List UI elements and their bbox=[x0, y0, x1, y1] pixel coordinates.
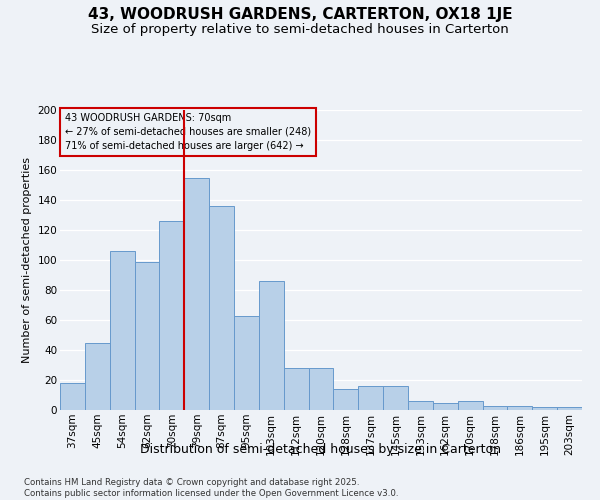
Bar bbox=[209, 206, 234, 410]
Bar bbox=[160, 221, 184, 410]
Bar bbox=[134, 262, 160, 410]
Y-axis label: Number of semi-detached properties: Number of semi-detached properties bbox=[22, 157, 32, 363]
Bar bbox=[259, 281, 284, 410]
Text: 43, WOODRUSH GARDENS, CARTERTON, OX18 1JE: 43, WOODRUSH GARDENS, CARTERTON, OX18 1J… bbox=[88, 8, 512, 22]
Bar bbox=[408, 401, 433, 410]
Bar bbox=[184, 178, 209, 410]
Bar bbox=[334, 389, 358, 410]
Bar bbox=[234, 316, 259, 410]
Bar bbox=[383, 386, 408, 410]
Bar bbox=[308, 368, 334, 410]
Bar bbox=[358, 386, 383, 410]
Bar bbox=[458, 401, 482, 410]
Bar bbox=[60, 383, 85, 410]
Bar bbox=[433, 402, 458, 410]
Text: Size of property relative to semi-detached houses in Carterton: Size of property relative to semi-detach… bbox=[91, 22, 509, 36]
Bar bbox=[284, 368, 308, 410]
Bar bbox=[110, 251, 134, 410]
Bar bbox=[85, 342, 110, 410]
Bar bbox=[482, 406, 508, 410]
Bar bbox=[557, 407, 582, 410]
Bar bbox=[508, 406, 532, 410]
Text: Distribution of semi-detached houses by size in Carterton: Distribution of semi-detached houses by … bbox=[140, 442, 502, 456]
Bar bbox=[532, 407, 557, 410]
Text: 43 WOODRUSH GARDENS: 70sqm
← 27% of semi-detached houses are smaller (248)
71% o: 43 WOODRUSH GARDENS: 70sqm ← 27% of semi… bbox=[65, 113, 311, 151]
Text: Contains HM Land Registry data © Crown copyright and database right 2025.
Contai: Contains HM Land Registry data © Crown c… bbox=[24, 478, 398, 498]
